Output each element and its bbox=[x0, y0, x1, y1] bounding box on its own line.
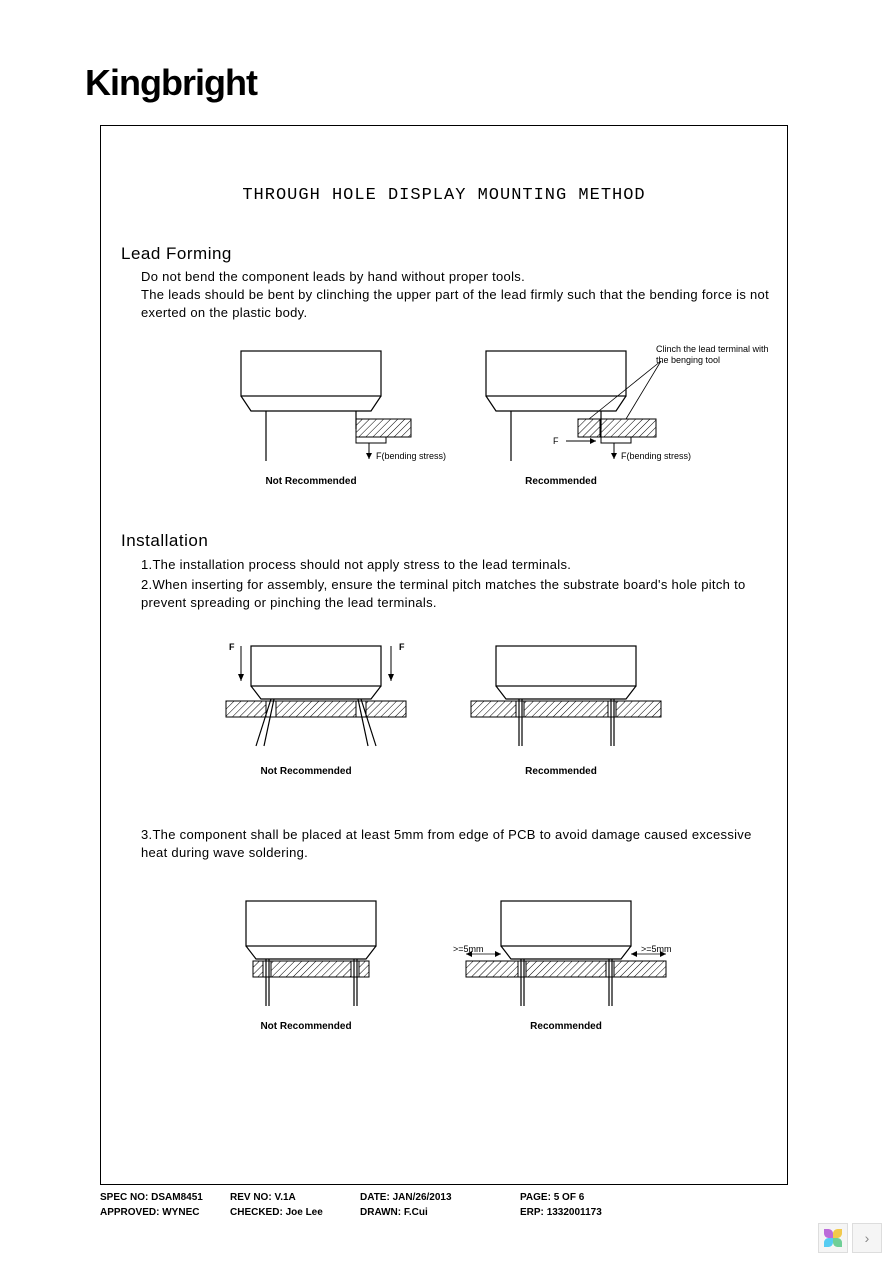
installation-item1: 1.The installation process should not ap… bbox=[141, 556, 771, 574]
spec-no: DSAM8451 bbox=[151, 1192, 203, 1203]
caption-recommended-1: Recommended bbox=[496, 476, 626, 487]
installation-item2: 2.When inserting for assembly, ensure th… bbox=[141, 576, 771, 612]
page-nav: › bbox=[818, 1223, 882, 1253]
pcb-edge-diagram-not-recommended bbox=[211, 896, 411, 1031]
caption-not-recommended-2: Not Recommended bbox=[241, 766, 371, 777]
erp-value: 1332001173 bbox=[547, 1207, 602, 1218]
installation-item3: 3.The component shall be placed at least… bbox=[141, 826, 761, 862]
checked-label: CHECKED: bbox=[230, 1207, 283, 1218]
annot-bending-stress-left: F(bending stress) bbox=[376, 451, 446, 461]
pinwheel-button[interactable] bbox=[818, 1223, 848, 1253]
rev-no: V.1A bbox=[274, 1192, 295, 1203]
next-page-button[interactable]: › bbox=[852, 1223, 882, 1253]
installation-diagram-recommended bbox=[466, 641, 666, 776]
page-label: PAGE: bbox=[520, 1192, 551, 1203]
approved-value: WYNEC bbox=[162, 1207, 199, 1218]
annot-5mm-right: >=5mm bbox=[641, 944, 672, 954]
pcb-edge-diagram-recommended bbox=[446, 896, 686, 1031]
annot-f-right: F bbox=[553, 436, 559, 446]
content-frame: THROUGH HOLE DISPLAY MOUNTING METHOD Lea… bbox=[100, 125, 788, 1185]
checked-value: Joe Lee bbox=[286, 1207, 323, 1218]
annot-f-right2: F bbox=[399, 642, 405, 652]
annot-bending-stress-right: F(bending stress) bbox=[621, 451, 691, 461]
rev-no-label: REV NO: bbox=[230, 1192, 272, 1203]
pinwheel-icon bbox=[824, 1229, 842, 1247]
lead-forming-diagram-not-recommended bbox=[221, 341, 421, 491]
caption-not-recommended-1: Not Recommended bbox=[246, 476, 376, 487]
chevron-right-icon: › bbox=[865, 1230, 870, 1246]
lead-forming-heading: Lead Forming bbox=[121, 244, 232, 264]
erp-label: ERP: bbox=[520, 1207, 544, 1218]
annot-5mm-left: >=5mm bbox=[453, 944, 484, 954]
drawn-value: F.Cui bbox=[404, 1207, 428, 1218]
caption-recommended-2: Recommended bbox=[496, 766, 626, 777]
page-value: 5 OF 6 bbox=[554, 1192, 585, 1203]
annot-f-left2: F bbox=[229, 642, 235, 652]
drawn-label: DRAWN: bbox=[360, 1207, 401, 1218]
lead-forming-diagram-recommended bbox=[466, 341, 686, 491]
lead-forming-para2: The leads should be bent by clinching th… bbox=[141, 286, 771, 322]
spec-footer: SPEC NO: DSAM8451 REV NO: V.1A DATE: JAN… bbox=[100, 1192, 788, 1222]
brand-logo: Kingbright bbox=[85, 62, 257, 104]
date-value: JAN/26/2013 bbox=[393, 1192, 452, 1203]
installation-heading: Installation bbox=[121, 531, 208, 551]
spec-no-label: SPEC NO: bbox=[100, 1192, 148, 1203]
caption-recommended-3: Recommended bbox=[501, 1021, 631, 1032]
lead-forming-para1: Do not bend the component leads by hand … bbox=[141, 268, 761, 286]
annot-clinch: Clinch the lead terminal with the bengin… bbox=[656, 344, 776, 366]
caption-not-recommended-3: Not Recommended bbox=[241, 1021, 371, 1032]
installation-diagram-not-recommended bbox=[216, 641, 416, 776]
approved-label: APPROVED: bbox=[100, 1207, 159, 1218]
date-label: DATE: bbox=[360, 1192, 390, 1203]
page-title: THROUGH HOLE DISPLAY MOUNTING METHOD bbox=[101, 186, 787, 205]
